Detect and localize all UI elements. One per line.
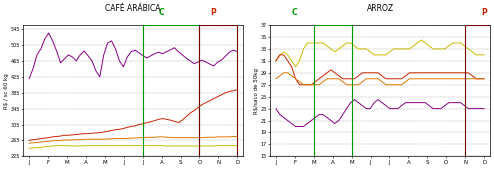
Text: P: P [210,8,215,17]
Y-axis label: R$ / sc 60 kg: R$ / sc 60 kg [4,73,9,109]
Title: CAFÉ ARÁBICA: CAFÉ ARÁBICA [105,4,161,13]
Text: P: P [481,8,487,17]
Y-axis label: R$/saco de 50kg: R$/saco de 50kg [254,68,259,114]
Title: ARROZ: ARROZ [367,4,394,13]
Bar [200,25,237,156]
Text: C: C [292,8,298,17]
Bar [143,25,200,156]
Bar [314,25,352,156]
Text: C: C [159,8,165,17]
Bar [465,25,494,156]
